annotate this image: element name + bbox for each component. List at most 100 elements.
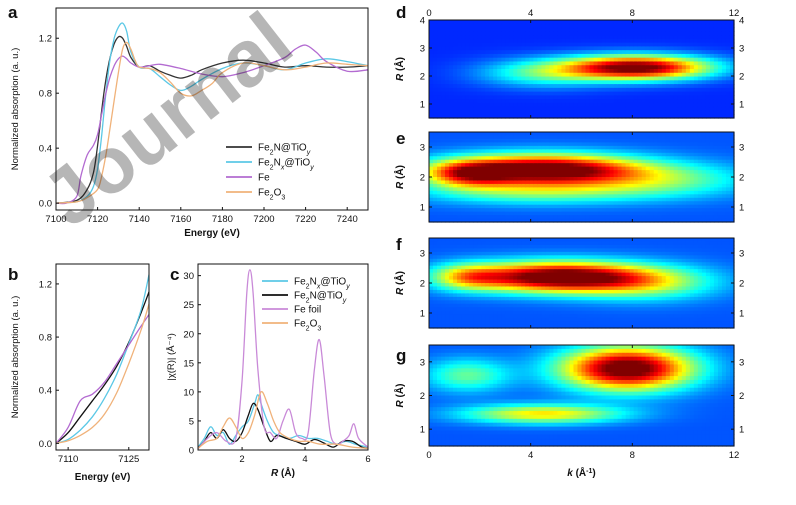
heat-cell	[573, 23, 579, 29]
heat-cell	[545, 215, 550, 220]
heat-cell	[569, 238, 575, 243]
heat-cell	[681, 180, 687, 185]
heat-cell	[449, 194, 454, 199]
heat-cell	[565, 35, 571, 40]
heat-cell	[665, 46, 671, 51]
heat-cell	[521, 166, 526, 171]
heat-cell	[701, 35, 707, 40]
heat-cell	[437, 76, 442, 81]
heat-cell	[669, 69, 675, 74]
heat-cell	[469, 38, 474, 44]
heat-cell	[437, 276, 442, 281]
heat-cell	[573, 314, 579, 319]
heat-cell	[725, 138, 731, 143]
heat-cell	[545, 61, 550, 66]
heat-cell	[693, 38, 699, 44]
heat-cell	[649, 61, 655, 66]
heat-cell	[657, 180, 663, 185]
heat-cell	[581, 53, 587, 59]
heat-cell	[437, 173, 442, 178]
heat-cell	[521, 80, 526, 85]
heat-cell	[641, 197, 647, 202]
heat-cell	[581, 187, 587, 192]
heat-cell	[605, 201, 611, 206]
heat-cell	[633, 170, 639, 175]
heat-cell	[505, 238, 510, 243]
heat-cell	[669, 42, 675, 47]
heat-cell	[485, 76, 490, 81]
heat-cell	[577, 166, 583, 171]
heat-cell	[613, 180, 619, 185]
heat-cell	[565, 208, 571, 213]
heat-cell	[669, 183, 675, 188]
heat-cell	[493, 57, 498, 63]
heat-cell	[505, 102, 510, 108]
heat-cell	[477, 211, 482, 216]
heat-cell	[461, 177, 466, 182]
heat-cell	[457, 163, 462, 168]
heat-cell	[689, 50, 695, 55]
heat-cell	[641, 99, 647, 104]
heat-cell	[729, 138, 735, 143]
heat-cell	[501, 50, 506, 55]
heat-cell	[517, 72, 522, 78]
heat-cell	[461, 321, 466, 326]
heat-cell	[609, 61, 615, 66]
heat-cell	[493, 276, 498, 281]
heat-cell	[561, 76, 567, 81]
heat-cell	[725, 190, 731, 195]
heat-cell	[485, 248, 490, 253]
heat-cell	[473, 286, 478, 291]
heat-cell	[445, 110, 450, 115]
heat-cell	[457, 307, 462, 312]
heat-cell	[629, 163, 635, 168]
heat-cell	[649, 65, 655, 70]
heat-cell	[709, 138, 715, 143]
heat-cell	[529, 170, 534, 175]
heat-cell	[525, 31, 530, 36]
heat-cell	[441, 35, 446, 40]
heat-cell	[505, 84, 510, 89]
heat-cell	[525, 208, 530, 213]
heat-cell	[525, 99, 530, 104]
heat-cell	[689, 180, 695, 185]
heat-cell	[609, 183, 615, 188]
heat-cell	[453, 80, 458, 85]
heat-cell	[621, 163, 627, 168]
heat-cell	[453, 244, 458, 249]
heat-cell	[597, 180, 603, 185]
heat-cell	[541, 114, 546, 119]
heat-cell	[593, 35, 599, 40]
heat-cell	[517, 31, 522, 36]
heat-cell	[457, 251, 462, 256]
heat-cell	[473, 183, 478, 188]
heat-cell	[533, 91, 538, 96]
heat-cell	[705, 197, 711, 202]
heat-cell	[465, 272, 470, 277]
heat-cell	[669, 23, 675, 29]
heat-cell	[441, 279, 446, 284]
heat-cell	[677, 159, 683, 164]
heat-cell	[501, 194, 506, 199]
heat-cell	[501, 251, 506, 256]
heat-cell	[605, 173, 611, 178]
heat-cell	[641, 53, 647, 59]
heat-cell	[517, 65, 522, 70]
heat-cell	[457, 303, 462, 308]
heat-cell	[645, 204, 651, 209]
heat-cell	[497, 293, 502, 298]
heat-cell	[605, 190, 611, 195]
heat-cell	[537, 53, 542, 59]
heat-cell	[577, 211, 583, 216]
heat-cell	[453, 238, 458, 243]
heat-cell	[569, 27, 575, 32]
heat-cell	[717, 142, 723, 147]
heat-cell	[649, 27, 655, 32]
heat-cell	[533, 218, 538, 223]
heat-cell	[565, 114, 571, 119]
heat-cell	[509, 201, 514, 206]
heat-cell	[537, 27, 542, 32]
heat-cell	[593, 149, 599, 154]
heat-cell	[473, 317, 478, 322]
heat-cell	[541, 42, 546, 47]
